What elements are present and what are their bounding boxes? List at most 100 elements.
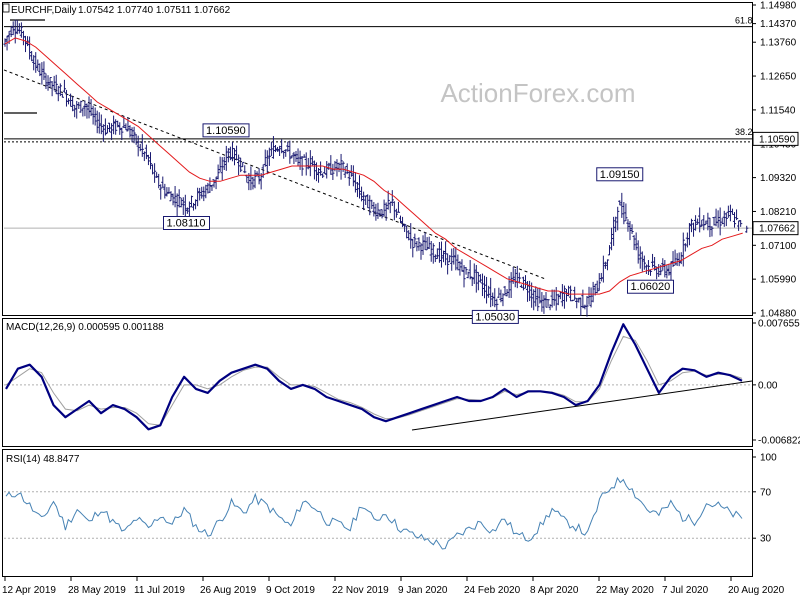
ohlc-bar bbox=[468, 260, 472, 280]
ohlc-bar bbox=[208, 177, 212, 193]
ohlc-bar bbox=[538, 287, 542, 304]
ohlc-bar bbox=[523, 275, 528, 289]
ohlc-bar bbox=[46, 75, 50, 91]
ohlc-bar bbox=[519, 284, 523, 288]
ohlc-bar bbox=[446, 253, 450, 275]
ohlc-bar bbox=[712, 217, 716, 226]
price-panel bbox=[2, 2, 753, 316]
macd-tick-label: -0.006822 bbox=[758, 436, 800, 447]
watermark: ActionForex.com bbox=[440, 78, 635, 108]
ohlc-bar bbox=[251, 176, 255, 190]
ohlc-bar bbox=[169, 191, 173, 202]
ohlc-bar bbox=[71, 96, 75, 112]
ohlc-bar bbox=[544, 292, 548, 308]
ohlc-bar bbox=[597, 273, 601, 292]
ohlc-bar bbox=[128, 125, 132, 138]
ohlc-bar bbox=[437, 242, 442, 263]
ohlc-bar bbox=[9, 25, 13, 38]
ohlc-bar bbox=[112, 115, 116, 135]
ohlc-bar bbox=[452, 247, 456, 265]
rsi-tick-label: 70 bbox=[760, 487, 772, 498]
ohlc-bar bbox=[144, 144, 148, 160]
x-tick-label: 12 Apr 2019 bbox=[2, 585, 56, 596]
ohlc-bar bbox=[114, 119, 118, 135]
ohlc-bar bbox=[431, 243, 435, 264]
ohlc-bar bbox=[56, 85, 60, 102]
ohlc-bar bbox=[665, 264, 669, 279]
ohlc-bar bbox=[355, 181, 360, 198]
rsi-level-lines bbox=[4, 491, 752, 539]
ohlc-bar bbox=[448, 255, 452, 263]
ohlc-bar bbox=[152, 163, 157, 183]
x-axis: 12 Apr 2019 28 May 2019 11 Jul 2019 26 Aug … bbox=[2, 577, 785, 596]
ohlc-bar bbox=[77, 101, 81, 109]
ohlc-bar bbox=[288, 140, 292, 164]
ohlc-bar bbox=[185, 207, 189, 214]
x-tick-label: 28 May 2019 bbox=[68, 585, 126, 596]
ohlc-bar bbox=[589, 287, 593, 308]
ohlc-bar bbox=[308, 150, 312, 177]
ohlc-bar bbox=[443, 241, 448, 266]
ohlc-bar bbox=[116, 120, 120, 128]
ohlc-bar bbox=[157, 173, 161, 189]
ohlc-bar bbox=[175, 193, 179, 217]
ohlc-bar bbox=[419, 243, 423, 260]
ohlc-bar bbox=[558, 291, 562, 300]
ohlc-bar bbox=[214, 176, 218, 190]
ohlc-bar bbox=[378, 209, 382, 217]
ohlc-bar bbox=[556, 293, 560, 306]
ohlc-bar bbox=[571, 299, 575, 302]
ohlc-bar bbox=[530, 282, 534, 308]
ohlc-bar bbox=[595, 280, 599, 294]
annotation-high-1-10590: 1.10590 bbox=[202, 123, 250, 138]
price-tick-label: 1.07100 bbox=[760, 241, 797, 252]
ohlc-bar bbox=[579, 297, 583, 316]
ohlc-bar bbox=[591, 281, 595, 303]
ohlc-bar bbox=[513, 268, 517, 288]
fib-level-61-8-label: 61.8 bbox=[735, 16, 753, 26]
annotation-high-1-09150: 1.09150 bbox=[596, 167, 644, 182]
ohlc-bar bbox=[626, 219, 630, 232]
rsi-tick-label: 30 bbox=[760, 534, 772, 545]
ohlc-bar bbox=[118, 122, 122, 135]
ohlc-bar bbox=[130, 127, 134, 143]
ohlc-bar bbox=[411, 238, 415, 258]
ohlc-bar bbox=[609, 227, 614, 251]
ohlc-bar bbox=[161, 176, 165, 188]
ohlc-bar bbox=[13, 19, 17, 44]
ohlc-bar bbox=[253, 170, 257, 189]
ohlc-bar bbox=[95, 110, 99, 134]
ohlc-bar bbox=[103, 118, 108, 136]
ohlc-bar bbox=[48, 76, 52, 88]
ohlc-bar bbox=[196, 187, 200, 207]
price-tick-label: 1.11540 bbox=[760, 105, 796, 116]
ohlc-bar bbox=[501, 293, 505, 307]
ohlc-bar bbox=[347, 170, 351, 186]
ohlc-bar bbox=[616, 206, 620, 231]
ohlc-bar bbox=[17, 23, 21, 34]
ohlc-bar bbox=[638, 246, 642, 269]
ohlc-bar bbox=[146, 154, 151, 166]
ohlc-bar bbox=[687, 223, 692, 246]
ohlc-bar bbox=[273, 145, 278, 153]
ohlc-bar bbox=[681, 232, 685, 267]
ohlc-bar bbox=[718, 207, 722, 236]
ohlc-bar bbox=[683, 243, 687, 252]
ohlc-bar bbox=[472, 263, 476, 284]
ohlc-bar bbox=[85, 103, 89, 119]
rsi-path bbox=[5, 476, 743, 550]
price-levels: 61.8 38.2 bbox=[4, 16, 753, 229]
ohlc-bar bbox=[630, 224, 634, 234]
annotation-low-1-08110: 1.08110 bbox=[163, 216, 210, 231]
ohlc-bar bbox=[466, 271, 470, 279]
ohlc-bar bbox=[642, 255, 646, 270]
ohlc-bar bbox=[548, 304, 552, 311]
macd-title: MACD(12,26,9) 0.000595 0.001188 bbox=[6, 322, 164, 333]
ohlc-bar bbox=[173, 186, 177, 208]
ohlc-bar bbox=[66, 98, 71, 105]
ohlc-bar bbox=[509, 272, 513, 298]
macd-signal-path bbox=[5, 335, 743, 426]
ohlc-bar bbox=[417, 237, 421, 251]
ohlc-bar bbox=[202, 186, 206, 202]
level-price-tag: 1.10590 bbox=[752, 131, 799, 146]
